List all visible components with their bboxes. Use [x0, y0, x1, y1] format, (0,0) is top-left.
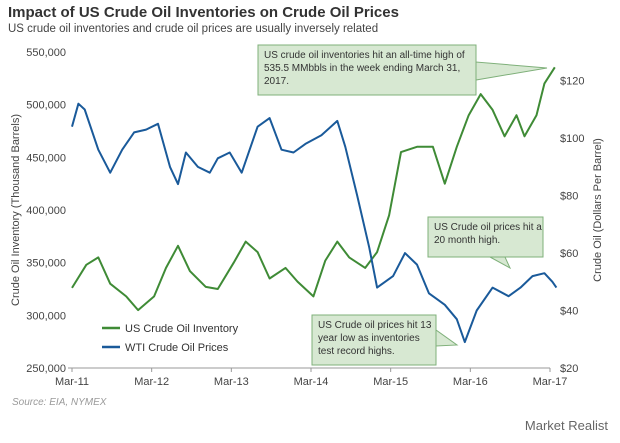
source-note: Source: EIA, NYMEX — [12, 397, 107, 408]
annotation-text: US Crude oil prices hit a 20 month high. — [434, 222, 542, 246]
y-right-tick-label: $120 — [560, 76, 584, 88]
x-tick-label: Mar-12 — [134, 376, 169, 388]
y-right-tick-label: $20 — [560, 363, 578, 375]
chart-subtitle: US crude oil inventories and crude oil p… — [8, 23, 379, 35]
price-line — [71, 102, 558, 344]
y-left-tick-label: 500,000 — [26, 100, 66, 112]
x-tick-label: Mar-17 — [533, 376, 568, 388]
annotation-pointer — [475, 61, 548, 81]
x-tick-label: Mar-16 — [453, 376, 488, 388]
annotation-text: US Crude oil prices hit 13 year low as in… — [318, 320, 432, 357]
y-left-tick-label: 400,000 — [26, 205, 66, 217]
y-left-tick-label: 350,000 — [26, 258, 66, 270]
annotation-box — [311, 314, 437, 366]
annotation-pointer — [489, 256, 512, 270]
y-right-tick-label: $40 — [560, 306, 578, 318]
y-left-tick-label: 300,000 — [26, 310, 66, 322]
legend-label-price: WTI Crude Oil Prices — [125, 342, 229, 354]
y-right-tick-label: $100 — [560, 133, 584, 145]
brand-name: Market Realist — [524, 418, 608, 433]
y-left-tick-label: 250,000 — [26, 363, 66, 375]
legend-label-inventory: US Crude Oil Inventory — [125, 323, 239, 335]
y-right-tick-label: $80 — [560, 191, 578, 203]
annotation-pointer — [435, 329, 459, 347]
annotation-box — [257, 44, 477, 96]
x-tick-label: Mar-13 — [214, 376, 249, 388]
annotation-text: US crude oil inventories hit an all-time… — [264, 50, 465, 87]
y-left-tick-label: 450,000 — [26, 152, 66, 164]
x-tick-label: Mar-15 — [373, 376, 408, 388]
y-left-axis-title: Crude Oil Inventory (Thousand Barrels) — [10, 114, 22, 306]
annotation-box — [427, 216, 544, 258]
chart-title: Impact of US Crude Oil Inventories on Cr… — [8, 4, 399, 21]
y-left-tick-label: 550,000 — [26, 47, 66, 59]
x-tick-label: Mar-11 — [55, 376, 89, 388]
y-right-axis-title: Crude Oil (Dollars Per Barrel) — [592, 138, 604, 282]
y-right-tick-label: $60 — [560, 248, 578, 260]
x-tick-label: Mar-14 — [294, 376, 329, 388]
brand-logo: Market Realist — [525, 418, 608, 433]
inventory-line — [71, 66, 556, 312]
